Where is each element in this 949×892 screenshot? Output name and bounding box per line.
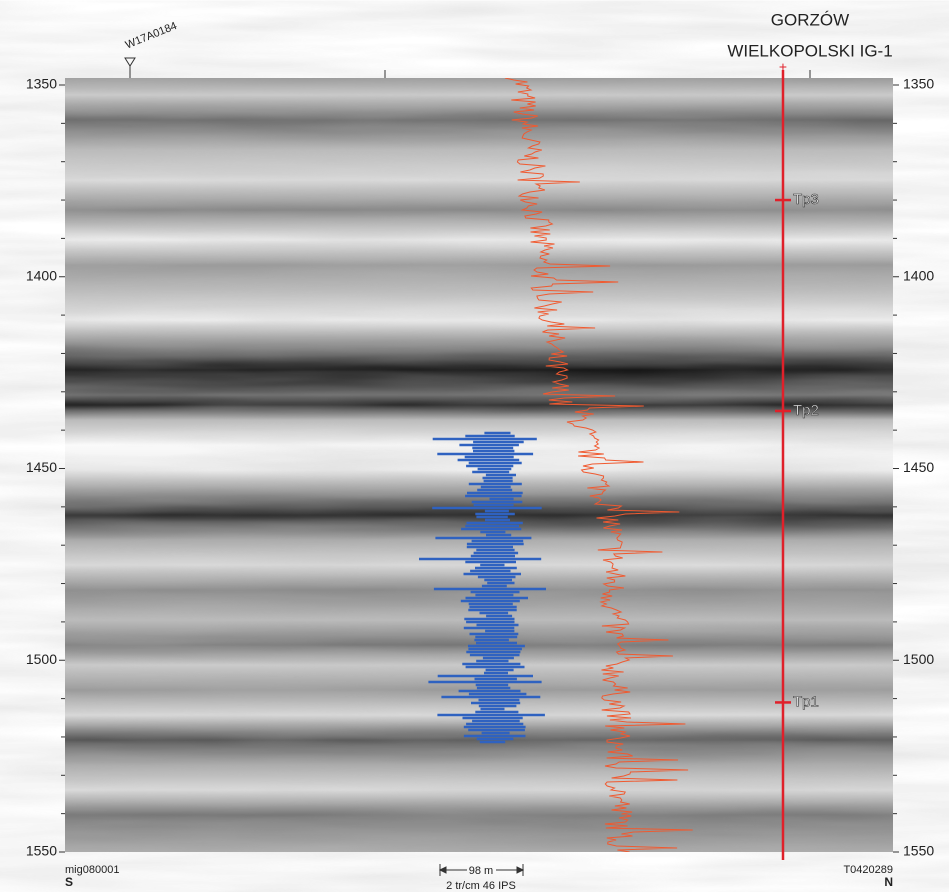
y-tick-label: 1450	[903, 459, 934, 475]
y-tick-label: 1500	[903, 651, 934, 667]
scale-bar	[438, 864, 525, 876]
horizon-label: Tp1	[793, 693, 819, 710]
line-name: mig080001	[65, 864, 119, 876]
y-tick-label: 1550	[903, 843, 934, 859]
y-tick-label: 1400	[903, 267, 934, 283]
direction: S	[65, 875, 73, 889]
crossing-marker	[124, 57, 136, 78]
well-symbol: +	[779, 59, 787, 75]
scale-label: 98 m	[469, 865, 493, 877]
direction: N	[884, 875, 893, 889]
well-logs	[419, 78, 693, 852]
y-tick-label: 1350	[26, 76, 57, 92]
y-tick-label: 1400	[26, 267, 57, 283]
log-blocky	[419, 431, 546, 744]
y-tick-label: 1450	[26, 459, 57, 475]
horizon-label: Tp2	[793, 402, 819, 419]
log-curve	[504, 78, 693, 852]
y-tick-label: 1350	[903, 76, 934, 92]
line-name: T0420289	[843, 864, 893, 876]
well-name: GORZÓW	[771, 10, 849, 29]
scale-note: 2 tr/cm 46 IPS	[446, 880, 516, 892]
horizon-label: Tp3	[793, 191, 819, 208]
well-name: WIELKOPOLSKI IG-1	[727, 41, 892, 60]
crossing-line: W17A0184	[124, 20, 179, 52]
y-tick-label: 1500	[26, 651, 57, 667]
y-tick-label: 1550	[26, 843, 57, 859]
